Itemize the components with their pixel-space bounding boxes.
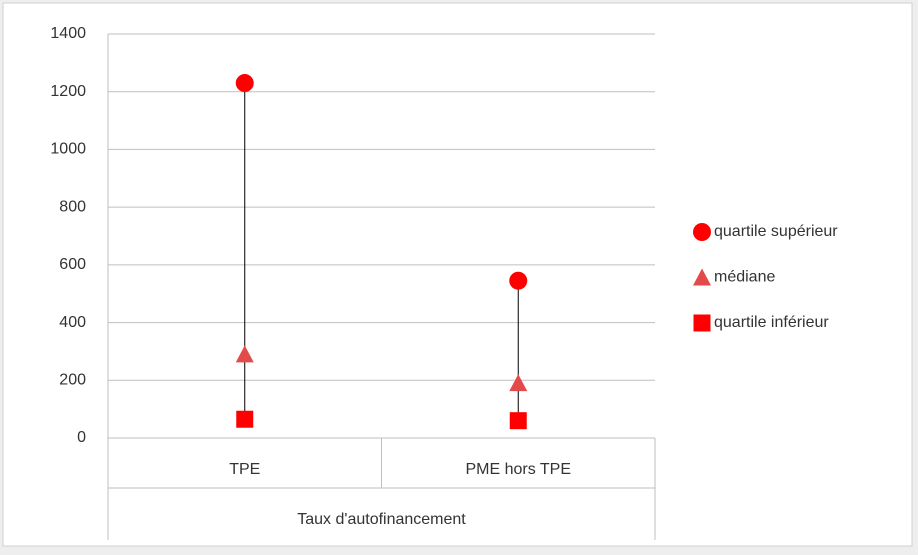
data-point <box>235 74 254 93</box>
y-tick-label: 200 <box>59 372 86 389</box>
data-point <box>509 374 528 392</box>
chart-background <box>2 2 913 547</box>
y-tick-label: 600 <box>59 256 86 273</box>
y-tick-label: 1000 <box>50 141 86 158</box>
legend-label: quartile inférieur <box>714 314 829 331</box>
legend-marker <box>693 223 711 241</box>
legend-label: médiane <box>714 269 775 286</box>
y-tick-label: 800 <box>59 198 86 215</box>
legend-label: quartile supérieur <box>714 223 838 240</box>
data-point <box>509 271 528 290</box>
x-tick-label: PME hors TPE <box>465 461 571 478</box>
y-tick-label: 1400 <box>50 25 86 42</box>
category-group-label: Taux d'autofinancement <box>297 511 466 528</box>
data-point <box>235 345 254 363</box>
legend-marker <box>693 314 711 332</box>
data-point <box>509 412 527 430</box>
y-tick-label: 1200 <box>50 83 86 100</box>
x-tick-label: TPE <box>229 461 260 478</box>
y-tick-label: 400 <box>59 314 86 331</box>
y-tick-label: 0 <box>77 429 86 446</box>
data-point <box>236 410 254 428</box>
legend-marker <box>693 268 711 286</box>
